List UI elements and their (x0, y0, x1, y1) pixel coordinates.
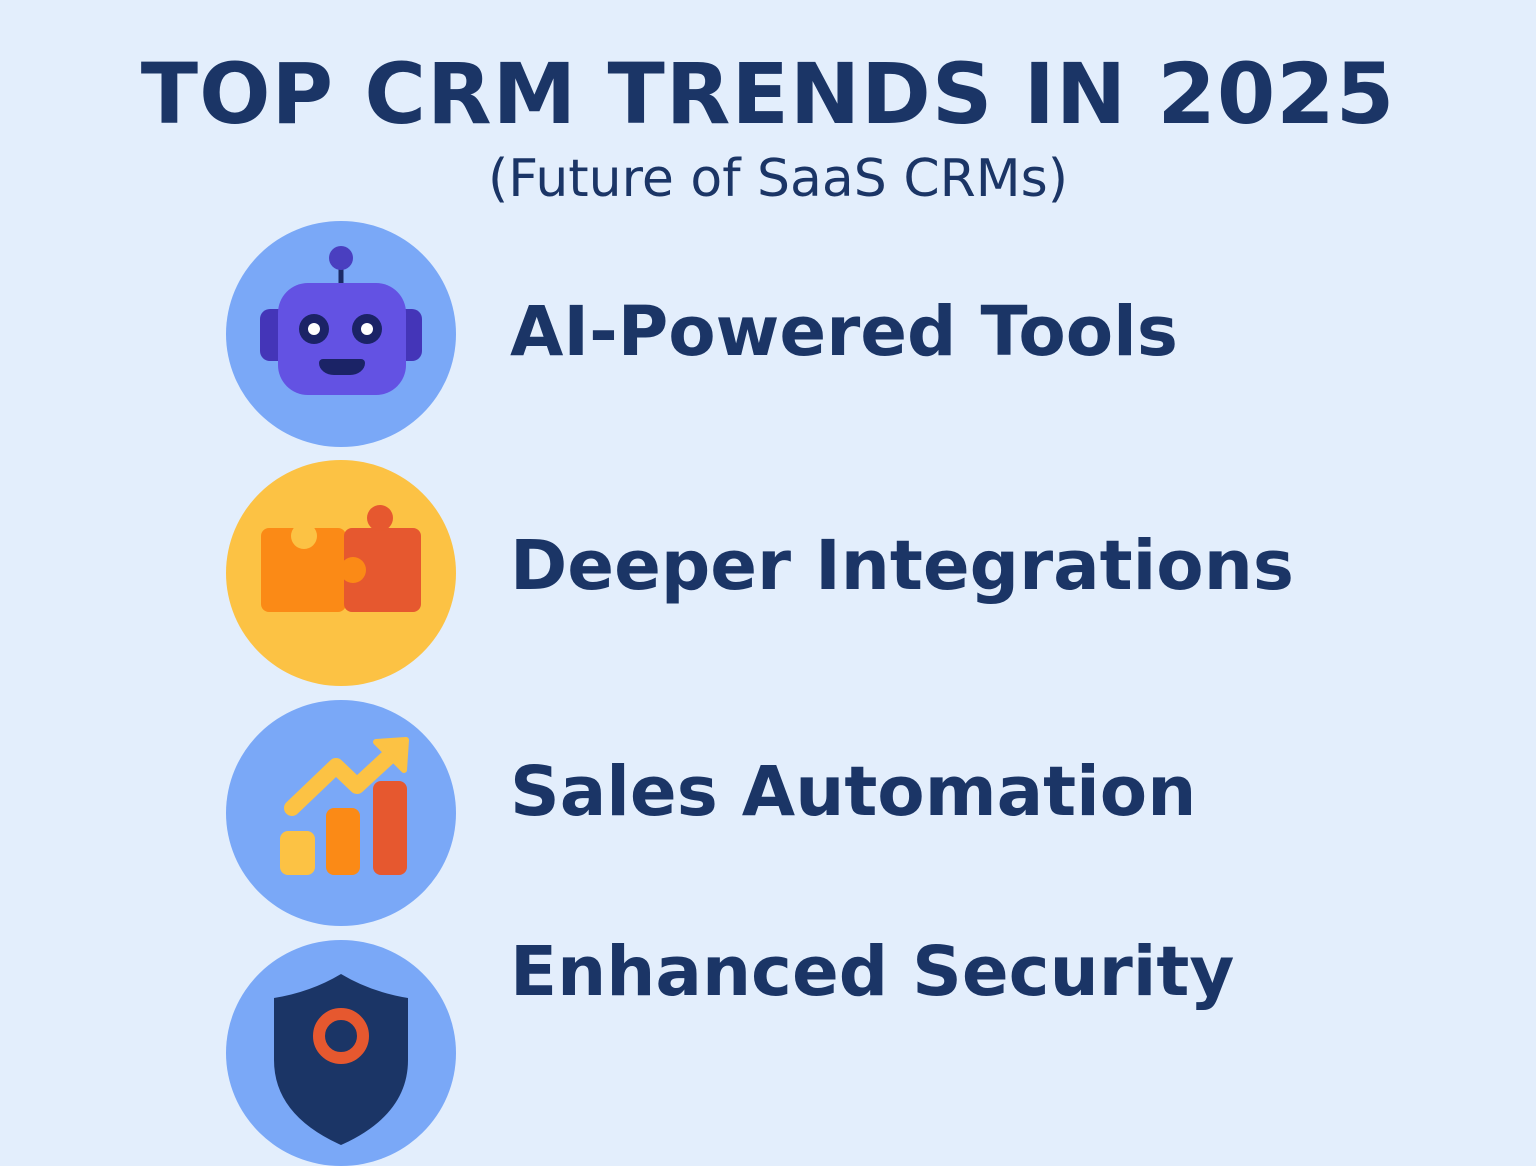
puzzle-icon (261, 505, 421, 612)
trend-icon-circle-ai (226, 221, 456, 447)
growth-chart-icon (280, 737, 409, 875)
trend-label-enhanced-security: Enhanced Security (510, 932, 1235, 1012)
trend-icon-circle-integrations (226, 460, 456, 686)
shield-lock-icon (274, 974, 408, 1145)
trend-label-deeper-integrations: Deeper Integrations (510, 526, 1294, 606)
trend-label-sales-automation: Sales Automation (510, 752, 1197, 832)
trend-label-ai-powered-tools: AI-Powered Tools (510, 292, 1178, 372)
robot-icon (260, 246, 422, 395)
trend-icon-circle-automation (226, 700, 456, 926)
page-subtitle: (Future of SaaS CRMs) (487, 149, 1069, 209)
page-title: TOP CRM TRENDS IN 2025 (140, 45, 1396, 143)
trend-icon-circle-security (226, 940, 456, 1166)
